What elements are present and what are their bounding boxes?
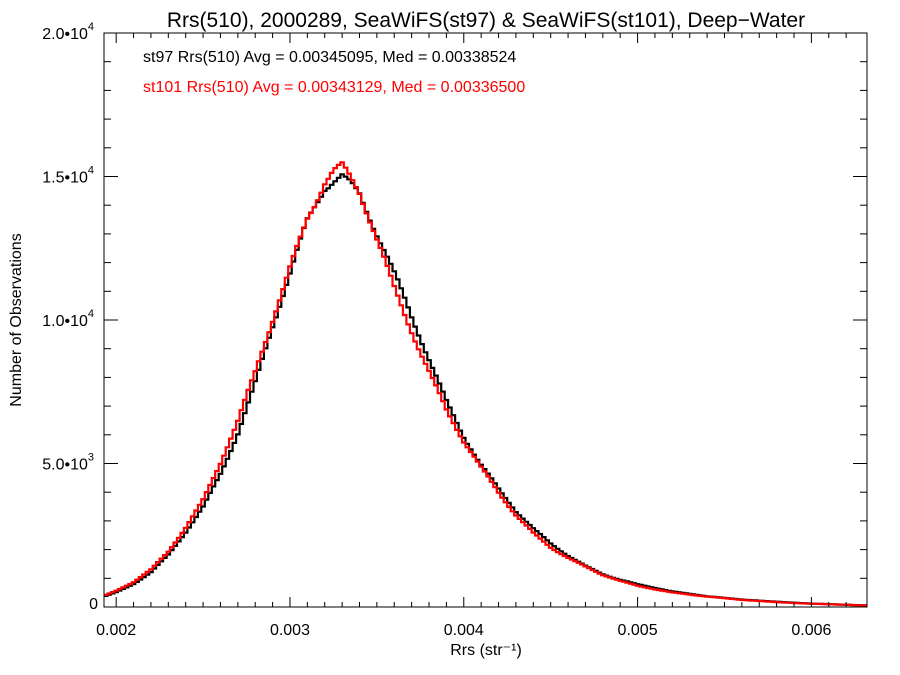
x-tick-label: 0.002 bbox=[96, 622, 136, 639]
annotation-st97: st97 Rrs(510) Avg = 0.00345095, Med = 0.… bbox=[143, 49, 516, 66]
series-line-1 bbox=[104, 161, 867, 607]
annotation-st101: st101 Rrs(510) Avg = 0.00343129, Med = 0… bbox=[143, 79, 525, 96]
y-tick-label: 0 bbox=[89, 596, 98, 613]
x-tick-label: 0.005 bbox=[618, 622, 658, 639]
x-tick-label: 0.003 bbox=[270, 622, 310, 639]
chart-title: Rrs(510), 2000289, SeaWiFS(st97) & SeaWi… bbox=[167, 9, 805, 32]
x-tick-label: 0.006 bbox=[791, 622, 831, 639]
y-tick-label: 2.0•104 bbox=[42, 21, 94, 43]
y-axis-label: Number of Observations bbox=[8, 233, 25, 406]
y-tick-label: 1.5•104 bbox=[42, 165, 94, 187]
x-tick-label: 0.004 bbox=[444, 622, 484, 639]
x-axis-label: Rrs (str⁻¹) bbox=[450, 642, 522, 659]
y-tick-label: 5.0•103 bbox=[42, 452, 94, 474]
y-tick-label: 1.0•104 bbox=[42, 308, 94, 330]
plot-area: 0.002 0.003 0.004 0.005 0.006 0 5.0•103 1.0•104… bbox=[42, 21, 868, 639]
